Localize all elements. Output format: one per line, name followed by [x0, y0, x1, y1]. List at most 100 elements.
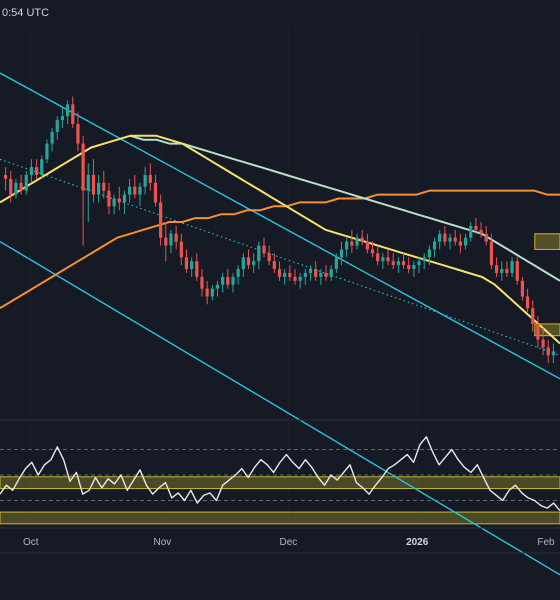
candle-body	[546, 347, 550, 356]
candle-body	[489, 241, 493, 266]
candle	[355, 233, 359, 250]
candle-body	[210, 288, 214, 297]
candle	[9, 171, 13, 203]
candle	[350, 229, 354, 254]
candle	[386, 249, 390, 266]
candle	[81, 135, 85, 246]
candle	[283, 269, 287, 285]
candle-body	[525, 296, 530, 309]
candle-body	[29, 167, 34, 175]
candle	[303, 269, 307, 285]
candle	[184, 249, 189, 273]
candle-body	[500, 269, 504, 273]
candle-body	[541, 339, 545, 348]
candle	[458, 233, 462, 254]
candle-body	[86, 174, 90, 191]
candle	[50, 127, 54, 152]
candle-body	[324, 272, 328, 277]
x-tick-label: Feb	[537, 537, 555, 548]
candle	[474, 218, 478, 234]
candle	[546, 339, 550, 364]
candle	[551, 343, 556, 364]
candle	[138, 182, 142, 207]
candle-body	[427, 249, 431, 258]
candle-body	[200, 276, 204, 289]
candle-body	[45, 143, 49, 160]
candle-body	[453, 237, 457, 242]
candle	[293, 269, 297, 285]
candle-body	[422, 257, 426, 262]
x-tick-label: Dec	[280, 537, 298, 548]
candle	[190, 257, 194, 277]
candle	[159, 194, 163, 246]
candle	[334, 253, 338, 273]
rsi-pane[interactable]	[0, 436, 560, 512]
candle-body	[195, 261, 199, 277]
candle-body	[97, 182, 101, 195]
candle-body	[448, 237, 452, 242]
candle	[484, 225, 488, 246]
candle-body	[391, 261, 395, 266]
ma-mid-line	[129, 134, 560, 282]
candle-body	[215, 284, 220, 289]
candle-body	[515, 261, 519, 281]
candle-body	[484, 233, 488, 242]
candle-body	[536, 323, 540, 340]
candle	[308, 265, 313, 281]
candle-body	[314, 269, 318, 277]
candle-body	[76, 124, 80, 144]
candle-body	[107, 190, 111, 207]
candle-body	[417, 261, 421, 266]
candle-body	[308, 269, 313, 273]
vertical-gridlines	[30, 26, 547, 526]
candle-body	[365, 241, 369, 250]
candle-body	[463, 237, 468, 246]
trendlines-layer	[0, 72, 560, 576]
candle-body	[3, 174, 8, 179]
candle	[60, 108, 65, 128]
support-zone-0	[0, 476, 560, 490]
candle-body	[34, 167, 39, 175]
candle	[40, 155, 44, 179]
candle	[298, 272, 302, 289]
candle-body	[205, 288, 209, 297]
candle	[236, 265, 240, 285]
candle-body	[396, 261, 400, 266]
candle	[401, 253, 406, 270]
candle-body	[277, 269, 282, 277]
candle	[76, 112, 80, 152]
candle-body	[370, 249, 375, 254]
header-timestamp: 0:54 UTC	[2, 7, 49, 19]
candle	[443, 225, 447, 246]
candle	[210, 284, 214, 301]
candle-body	[184, 257, 189, 270]
candle	[148, 163, 152, 191]
candle	[205, 280, 209, 305]
candle	[365, 233, 369, 254]
candle-body	[339, 249, 344, 258]
candle-body	[257, 245, 261, 262]
candle-body	[510, 261, 514, 273]
candle	[241, 253, 245, 277]
candle	[24, 171, 28, 195]
candle-body	[138, 186, 142, 195]
candle-body	[174, 233, 178, 242]
candle-body	[412, 265, 416, 270]
candle	[252, 253, 256, 273]
candle	[541, 327, 545, 356]
candle-body	[40, 159, 44, 175]
candle	[45, 139, 49, 164]
candle-body	[376, 253, 380, 262]
candle	[102, 171, 106, 199]
candle	[71, 96, 75, 128]
candle-body	[246, 257, 251, 266]
candle-body	[283, 272, 287, 277]
candle	[86, 163, 90, 222]
rsi-line-layer	[0, 436, 560, 512]
candle	[376, 245, 380, 266]
channel-lower-line	[0, 240, 560, 576]
candle-body	[505, 269, 509, 273]
candle	[525, 288, 530, 313]
price-pane[interactable]	[0, 26, 560, 576]
